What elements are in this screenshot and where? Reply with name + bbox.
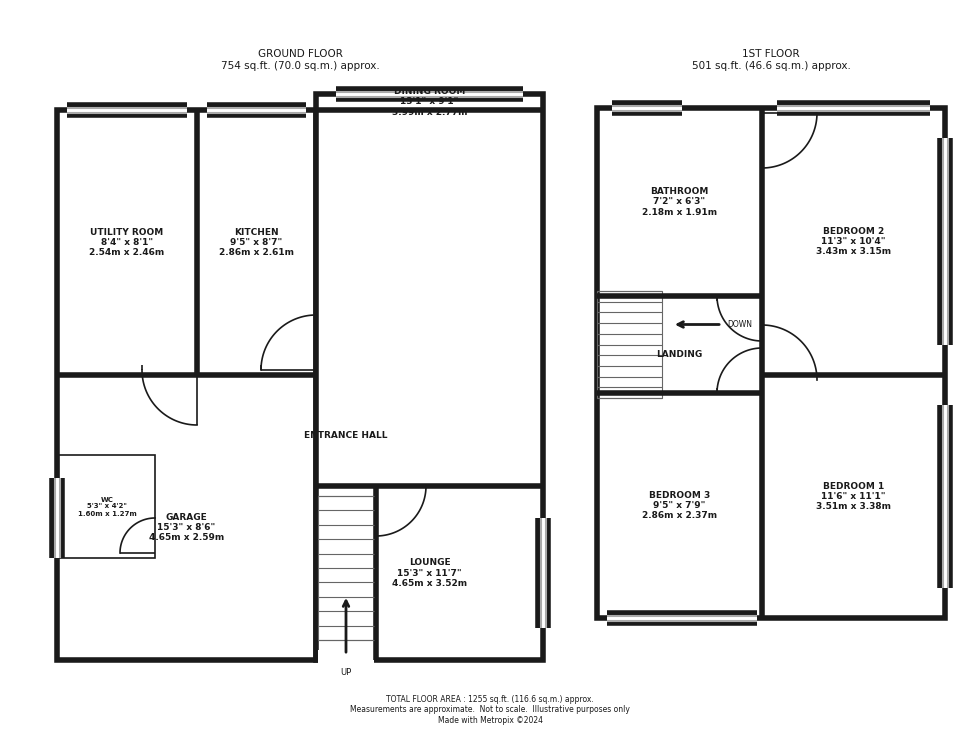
Bar <box>612 103 682 113</box>
Text: TOTAL FLOOR AREA : 1255 sq.ft. (116.6 sq.m.) approx.
Measurements are approximat: TOTAL FLOOR AREA : 1255 sq.ft. (116.6 sq… <box>350 695 630 725</box>
Bar <box>67 105 187 115</box>
Bar <box>318 650 374 665</box>
Bar <box>336 89 523 99</box>
Text: ENTRANCE HALL: ENTRANCE HALL <box>304 431 388 440</box>
Text: GROUND FLOOR
754 sq.ft. (70.0 sq.m.) approx.: GROUND FLOOR 754 sq.ft. (70.0 sq.m.) app… <box>220 50 379 71</box>
Bar <box>52 478 62 557</box>
Bar <box>777 103 930 113</box>
Bar <box>597 291 662 398</box>
Text: DINING ROOM
13'1" x 9'1"
3.99m x 2.77m: DINING ROOM 13'1" x 9'1" 3.99m x 2.77m <box>392 87 467 117</box>
Bar <box>940 138 950 345</box>
Bar <box>597 108 945 618</box>
Text: UTILITY ROOM
8'4" x 8'1"
2.54m x 2.46m: UTILITY ROOM 8'4" x 8'1" 2.54m x 2.46m <box>89 228 165 258</box>
Text: LOUNGE
15'3" x 11'7"
4.65m x 3.52m: LOUNGE 15'3" x 11'7" 4.65m x 3.52m <box>392 558 467 588</box>
Bar <box>57 110 316 660</box>
Text: BEDROOM 2
11'3" x 10'4"
3.43m x 3.15m: BEDROOM 2 11'3" x 10'4" 3.43m x 3.15m <box>816 227 891 256</box>
Text: BEDROOM 3
9'5" x 7'9"
2.86m x 2.37m: BEDROOM 3 9'5" x 7'9" 2.86m x 2.37m <box>642 490 717 520</box>
Text: WC
5'3" x 4'2"
1.60m x 1.27m: WC 5'3" x 4'2" 1.60m x 1.27m <box>77 496 136 517</box>
Text: KITCHEN
9'5" x 8'7"
2.86m x 2.61m: KITCHEN 9'5" x 8'7" 2.86m x 2.61m <box>219 228 294 258</box>
Bar <box>59 455 155 558</box>
Text: 1ST FLOOR
501 sq.ft. (46.6 sq.m.) approx.: 1ST FLOOR 501 sq.ft. (46.6 sq.m.) approx… <box>692 50 851 71</box>
Bar <box>318 496 374 640</box>
Text: GARAGE
15'3" x 8'6"
4.65m x 2.59m: GARAGE 15'3" x 8'6" 4.65m x 2.59m <box>149 513 224 542</box>
Bar <box>316 94 543 660</box>
Text: LANDING: LANDING <box>657 350 703 359</box>
Bar <box>940 405 950 588</box>
Bar <box>607 613 757 623</box>
Text: DOWN: DOWN <box>727 320 752 329</box>
Text: BEDROOM 1
11'6" x 11'1"
3.51m x 3.38m: BEDROOM 1 11'6" x 11'1" 3.51m x 3.38m <box>816 481 891 511</box>
Bar <box>538 518 548 628</box>
Text: BATHROOM
7'2" x 6'3"
2.18m x 1.91m: BATHROOM 7'2" x 6'3" 2.18m x 1.91m <box>642 187 717 217</box>
Bar <box>207 105 306 115</box>
Text: UP: UP <box>340 668 352 677</box>
